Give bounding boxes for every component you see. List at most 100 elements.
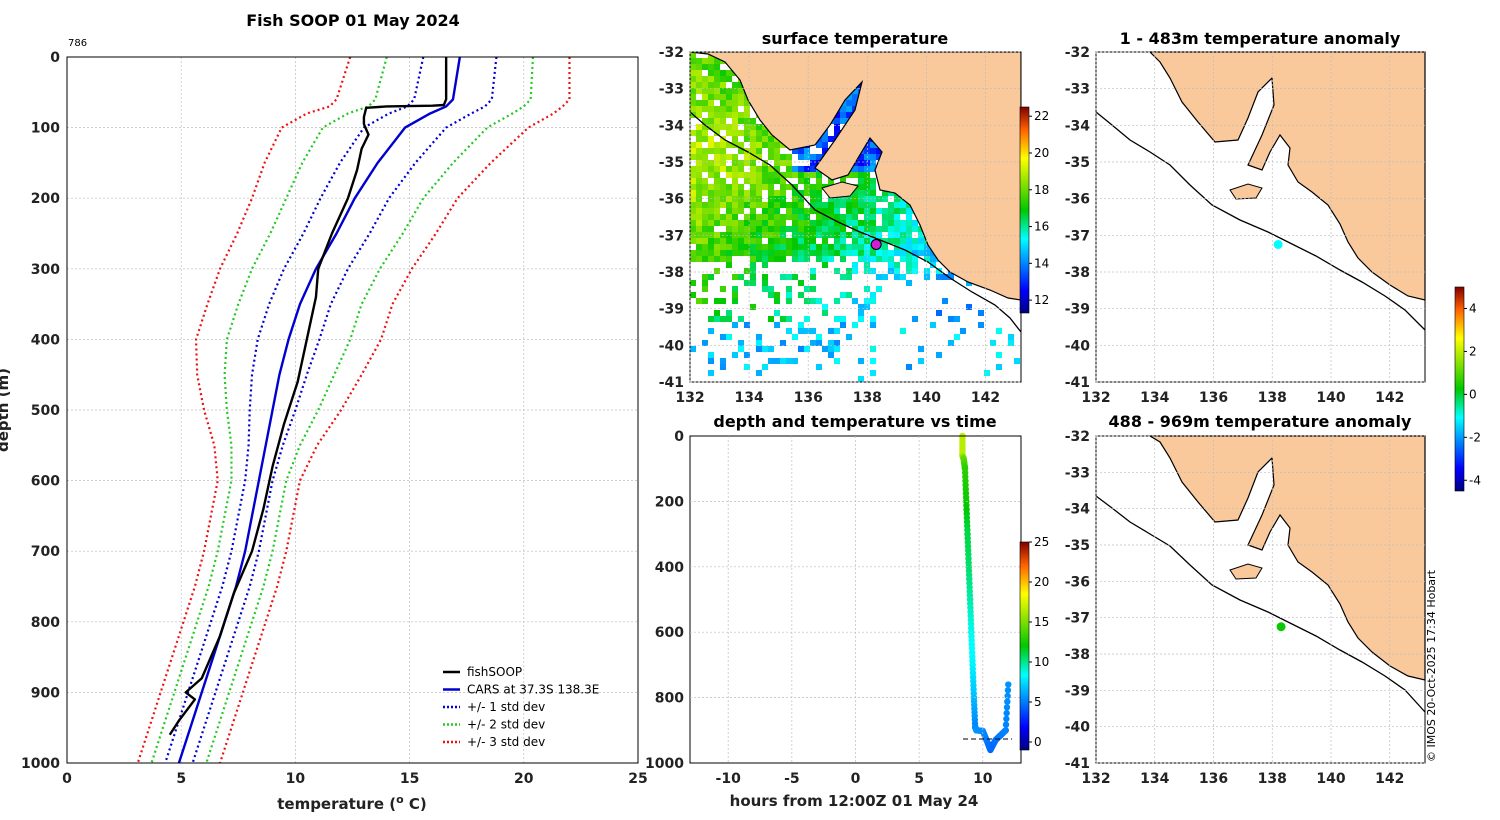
anomaly-shallow-marker: [1273, 240, 1283, 249]
profile-y-tick: 800: [31, 615, 60, 631]
profile-y-tick: 500: [31, 403, 60, 419]
legend-label-2: +/- 1 std dev: [467, 700, 545, 714]
sst-pixel: [834, 316, 840, 322]
sst-pixel: [786, 316, 792, 322]
anomaly-shallow-y-tick: -32: [1065, 45, 1090, 61]
sst-pixel: [762, 220, 768, 226]
sst-pixel: [786, 154, 792, 160]
profile-x-tick: 20: [514, 771, 534, 787]
sst-pixel: [690, 130, 696, 136]
sst-pixel: [750, 238, 756, 244]
sst-pixel: [804, 208, 810, 214]
sst-pixel: [780, 220, 786, 226]
sst-pixel: [852, 88, 858, 94]
sst-pixel: [786, 184, 792, 190]
sst-pixel: [774, 220, 780, 226]
sst-pixel: [726, 112, 732, 118]
sst-pixel: [720, 184, 726, 190]
sst-pixel: [804, 298, 810, 304]
sst-pixel: [828, 340, 834, 346]
sst-pixel: [762, 172, 768, 178]
sst-pixel: [822, 208, 828, 214]
sst-pixel: [726, 220, 732, 226]
sst-pixel: [780, 214, 786, 220]
sst-y-tick: -32: [659, 45, 684, 61]
sst-pixel: [744, 154, 750, 160]
sst-pixel: [756, 226, 762, 232]
sst-pixel: [870, 190, 876, 196]
sst-pixel: [888, 202, 894, 208]
sst-pixel: [762, 250, 768, 256]
sst-pixel: [834, 244, 840, 250]
sst-pixel: [690, 202, 696, 208]
sst-pixel: [714, 244, 720, 250]
sst-pixel: [756, 148, 762, 154]
sst-pixel: [852, 94, 858, 100]
sst-pixel: [864, 268, 870, 274]
sst-pixel: [720, 316, 726, 322]
sst-pixel: [696, 142, 702, 148]
sst-pixel: [804, 220, 810, 226]
sst-pixel: [738, 160, 744, 166]
sst-pixel: [774, 190, 780, 196]
sst-pixel: [906, 202, 912, 208]
sst-pixel: [750, 190, 756, 196]
sst-pixel: [780, 238, 786, 244]
sst-y-tick: -40: [659, 338, 685, 354]
sst-pixel: [702, 256, 708, 262]
sst-pixel: [882, 244, 888, 250]
sst-pixel: [846, 106, 852, 112]
sst-pixel: [798, 256, 804, 262]
sst-pixel: [702, 88, 708, 94]
sst-pixel: [720, 256, 726, 262]
sst-pixel: [762, 346, 768, 352]
sst-pixel: [762, 280, 768, 286]
sst-pixel: [858, 202, 864, 208]
anomaly-shallow-x-tick: 132: [1081, 390, 1110, 406]
sst-pixel: [798, 208, 804, 214]
sst-pixel: [744, 190, 750, 196]
sst-pixel: [696, 70, 702, 76]
sst-pixel: [906, 262, 912, 268]
sst-pixel: [738, 190, 744, 196]
sst-pixel: [858, 256, 864, 262]
sst-pixel: [726, 172, 732, 178]
anomaly-shallow-y-tick: -40: [1065, 338, 1091, 354]
sst-pixel: [870, 346, 876, 352]
sst-pixel: [690, 142, 696, 148]
depth-vs-time-panel: depth and temperature vs time -10 -5 0 5 100…: [645, 412, 1049, 810]
sst-pixel: [798, 238, 804, 244]
sst-pixel: [786, 202, 792, 208]
sst-pixel: [708, 316, 714, 322]
sst-pixel: [1008, 340, 1014, 346]
sst-pixel: [846, 334, 852, 340]
sst-y-tick: -36: [659, 192, 684, 208]
sst-x-tick: 132: [675, 390, 704, 406]
sst-land: [690, 52, 1021, 301]
sst-pixel: [834, 250, 840, 256]
sst-pixel: [804, 214, 810, 220]
sst-pixel: [714, 76, 720, 82]
sst-pixel: [702, 118, 708, 124]
sst-pixel: [750, 166, 756, 172]
sst-pixel: [744, 322, 750, 328]
sst-pixel: [732, 82, 738, 88]
anomaly-shallow-y-tick: -34: [1065, 118, 1091, 134]
sst-pixel: [774, 172, 780, 178]
sst-pixel: [780, 244, 786, 250]
anomaly-deep-y-tick: -32: [1065, 429, 1090, 445]
sst-pixel: [942, 274, 948, 280]
sst-pixel: [858, 358, 864, 364]
sst-pixel: [696, 64, 702, 70]
sst-pixel: [702, 226, 708, 232]
profile-y-tick: 0: [50, 50, 60, 66]
sst-pixel: [744, 160, 750, 166]
sst-pixel: [930, 256, 936, 262]
sst-pixel: [708, 136, 714, 142]
anomaly-deep-y-tick: -35: [1065, 538, 1090, 554]
sst-pixel: [840, 250, 846, 256]
sst-pixel: [816, 214, 822, 220]
sst-pixel: [822, 232, 828, 238]
sst-pixel: [732, 202, 738, 208]
sst-pixel: [816, 340, 822, 346]
